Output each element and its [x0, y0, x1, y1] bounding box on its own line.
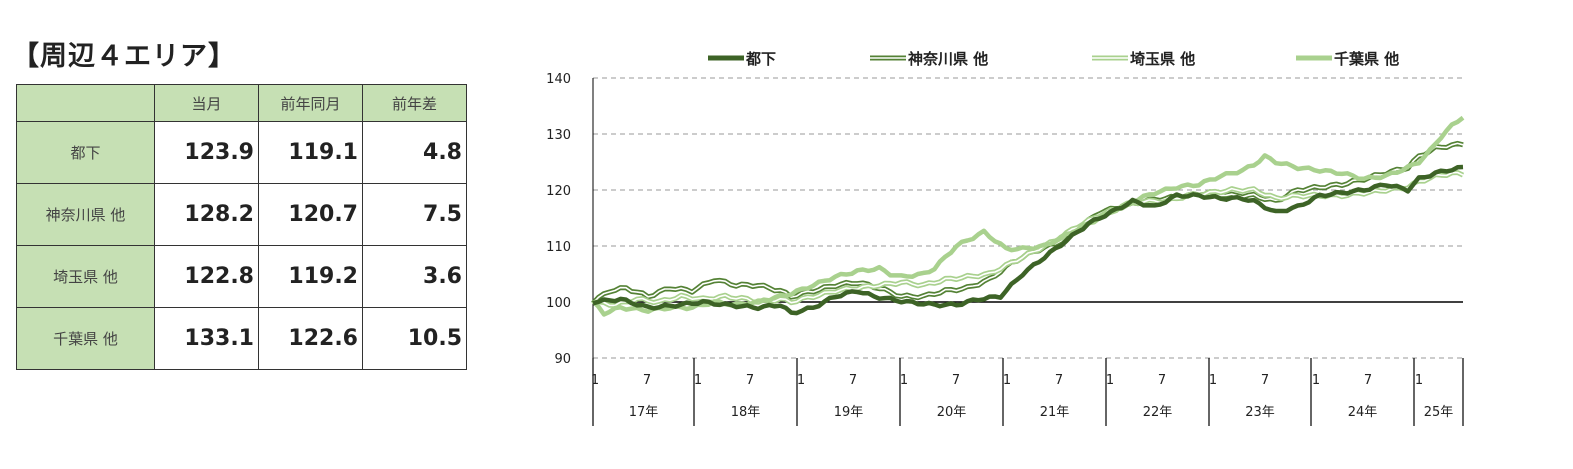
page-title: 【周辺４エリア】 [12, 41, 236, 72]
y-tick-label: 100 [546, 296, 571, 311]
x-tick-label: 7 [643, 373, 651, 388]
x-tick-label: 7 [952, 373, 960, 388]
legend-label: 千葉県 他 [1334, 50, 1399, 68]
year-label: 18年 [731, 405, 761, 420]
year-label: 22年 [1143, 405, 1173, 420]
legend-label: 神奈川県 他 [908, 50, 988, 68]
cell-diff: 4.8 [362, 121, 467, 184]
series-line-1 [591, 140, 1464, 305]
y-tick-label: 90 [554, 352, 571, 367]
cell-prev: 120.7 [258, 183, 363, 246]
row-label: 千葉県 他 [16, 307, 155, 370]
row-label: 都下 [16, 121, 155, 184]
series-line-0 [592, 164, 1464, 316]
row-label: 神奈川県 他 [16, 183, 155, 246]
x-tick-label: 1 [1312, 373, 1320, 388]
x-tick-label: 7 [1158, 373, 1166, 388]
cell-diff: 7.5 [362, 183, 467, 246]
cell-current: 128.2 [154, 183, 259, 246]
table-row: 都下 123.9 119.1 4.8 [16, 121, 467, 184]
x-tick-label: 1 [1003, 373, 1011, 388]
summary-table: 当月 前年同月 前年差 都下 123.9 119.1 4.8 神奈川県 他 12… [16, 84, 467, 370]
y-tick-label: 130 [546, 128, 571, 143]
legend-label: 都下 [745, 50, 776, 68]
cell-prev: 119.1 [258, 121, 363, 184]
x-tick-label: 1 [1209, 373, 1217, 388]
x-tick-label: 7 [1364, 373, 1372, 388]
year-label: 21年 [1040, 405, 1070, 420]
x-tick-label: 1 [694, 373, 702, 388]
x-tick-label: 7 [1055, 373, 1063, 388]
cell-diff: 10.5 [362, 307, 467, 370]
legend-label: 埼玉県 他 [1130, 50, 1195, 68]
y-tick-label: 120 [546, 184, 571, 199]
cell-diff: 3.6 [362, 245, 467, 308]
year-label: 23年 [1245, 405, 1275, 420]
x-tick-label: 1 [797, 373, 805, 388]
x-tick-label: 7 [746, 373, 754, 388]
year-label: 24年 [1348, 405, 1378, 420]
table-row: 神奈川県 他 128.2 120.7 7.5 [16, 183, 467, 246]
x-tick-label: 1 [591, 373, 599, 388]
cell-current: 122.8 [154, 245, 259, 308]
table-header-diff: 前年差 [362, 84, 467, 122]
year-label: 25年 [1424, 405, 1454, 420]
table-header-corner [16, 84, 155, 122]
table-header-row: 当月 前年同月 前年差 [16, 84, 467, 122]
cell-current: 133.1 [154, 307, 259, 370]
x-tick-label: 7 [849, 373, 857, 388]
year-label: 17年 [629, 405, 659, 420]
x-tick-label: 7 [1261, 373, 1269, 388]
x-tick-label: 1 [900, 373, 908, 388]
table-row: 千葉県 他 133.1 122.6 10.5 [16, 307, 467, 370]
year-label: 20年 [937, 405, 967, 420]
y-tick-label: 140 [546, 72, 571, 87]
series-line-3 [591, 115, 1465, 317]
year-label: 19年 [834, 405, 864, 420]
y-tick-label: 110 [546, 240, 571, 255]
cell-prev: 119.2 [258, 245, 363, 308]
x-tick-label: 1 [1106, 373, 1114, 388]
x-tick-label: 1 [1415, 373, 1423, 388]
